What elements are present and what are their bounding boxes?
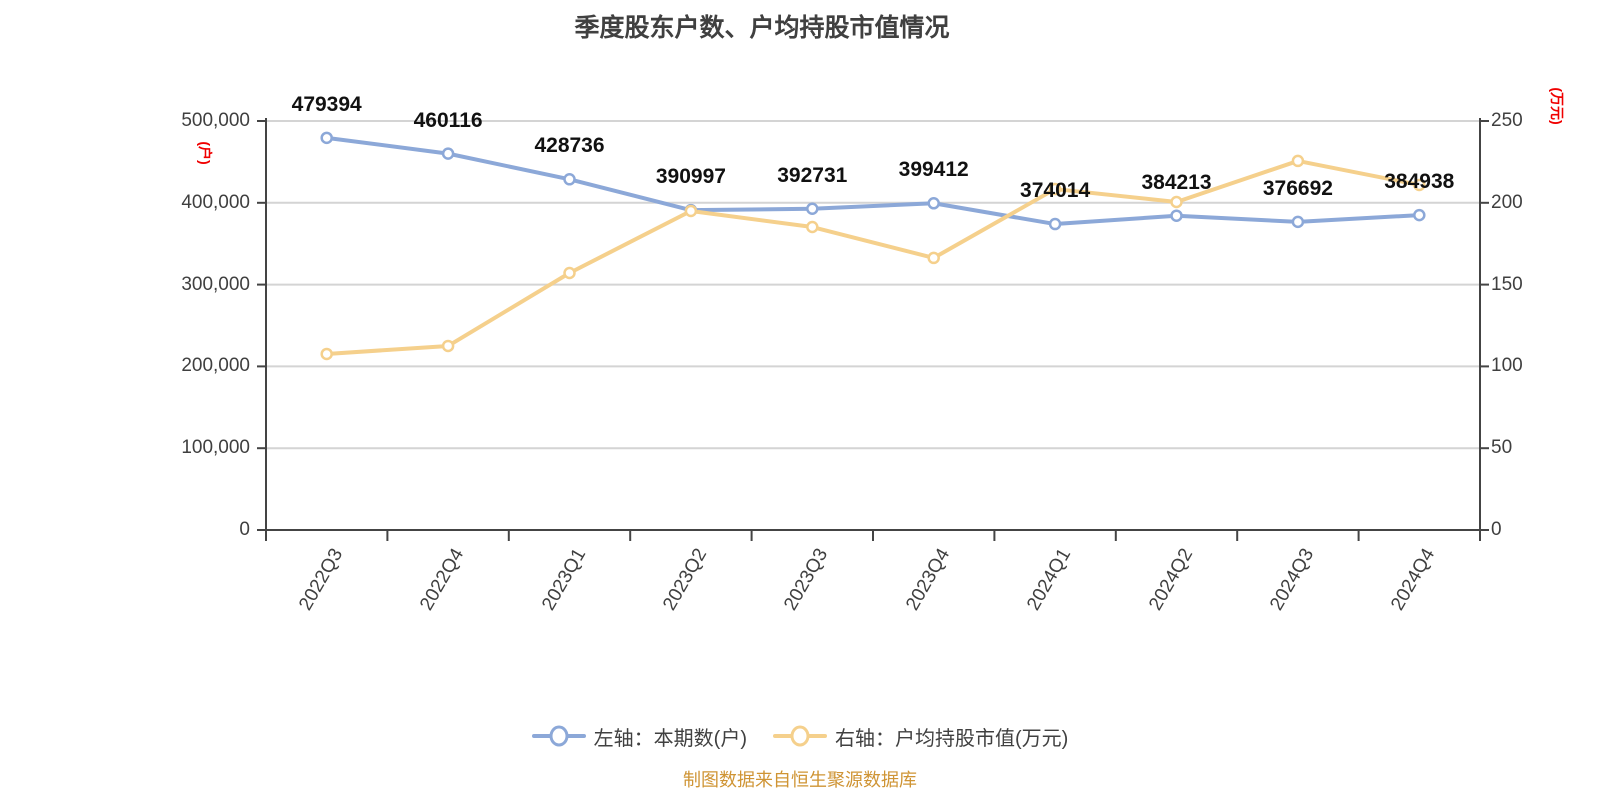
legend-item-right-series[interactable]: 右轴：户均持股市值(万元) xyxy=(773,722,1068,751)
source-note: 制图数据来自恒生聚源数据库 xyxy=(683,770,917,790)
data-point-marker xyxy=(1413,178,1426,192)
data-point-marker xyxy=(441,147,455,160)
data-point-value-label: 479394 xyxy=(291,92,362,116)
left-axis-tick-label: 0 xyxy=(239,519,250,540)
right-axis-tick-label: 200 xyxy=(1491,191,1523,213)
left-axis-tick-label: 200,000 xyxy=(181,355,250,377)
legend-label: 右轴：户均持股市值(万元) xyxy=(835,727,1069,750)
data-point-value-label: 374014 xyxy=(1020,179,1091,203)
right-axis-tick-label: 250 xyxy=(1491,110,1523,131)
data-point-marker xyxy=(927,251,940,265)
data-point-marker xyxy=(320,131,333,145)
left-axis-tick-label: 500,000 xyxy=(181,110,250,131)
line-dot-marker-icon xyxy=(773,725,827,747)
data-point-value-label: 428736 xyxy=(534,134,605,158)
right-axis-tick-label: 150 xyxy=(1491,273,1523,295)
data-point-value-label: 384213 xyxy=(1141,170,1212,194)
data-point-value-label: 392731 xyxy=(777,163,848,187)
right-axis-tick-label: 0 xyxy=(1491,519,1502,540)
data-point-value-label: 390997 xyxy=(655,165,726,189)
data-point-marker xyxy=(1170,195,1183,209)
data-point-marker xyxy=(806,220,819,234)
data-point-value-label: 376692 xyxy=(1262,176,1333,200)
right-axis-tick-label: 100 xyxy=(1491,355,1523,377)
data-point-marker xyxy=(927,197,940,210)
data-point-marker xyxy=(1413,208,1426,222)
right-axis-name: (万元) xyxy=(1549,87,1565,125)
right-axis-tick-label: 50 xyxy=(1491,437,1513,459)
legend: 左轴：本期数(户) 右轴：户均持股市值(万元) xyxy=(0,719,1600,753)
data-point-marker xyxy=(1291,215,1305,229)
chart-title: 季度股东户数、户均持股市值情况 xyxy=(574,14,950,42)
data-point-value-label: 384938 xyxy=(1384,170,1455,194)
data-point-marker xyxy=(1170,209,1183,222)
left-axis-tick-label: 100,000 xyxy=(181,437,250,459)
data-point-marker xyxy=(320,347,333,361)
left-axis-tick-label: 300,000 xyxy=(181,273,250,295)
data-point-marker xyxy=(684,204,698,218)
data-point-marker xyxy=(563,173,576,186)
series-line-right xyxy=(324,158,1422,356)
left-axis-name: (户) xyxy=(197,141,213,165)
left-axis-tick-label: 400,000 xyxy=(181,191,250,213)
series-line-left xyxy=(324,135,1422,227)
data-point-marker xyxy=(563,266,576,280)
legend-label: 左轴：本期数(户) xyxy=(593,727,747,750)
data-point-value-label: 399412 xyxy=(898,158,969,182)
data-point-marker xyxy=(1048,182,1062,196)
line-dot-marker-icon xyxy=(531,725,586,747)
data-point-marker xyxy=(1291,154,1305,168)
data-point-marker xyxy=(1048,217,1062,231)
data-point-value-label: 460116 xyxy=(413,108,483,132)
data-point-marker xyxy=(441,339,455,353)
data-point-marker xyxy=(806,202,819,215)
legend-item-left-series[interactable]: 左轴：本期数(户) xyxy=(531,722,747,751)
